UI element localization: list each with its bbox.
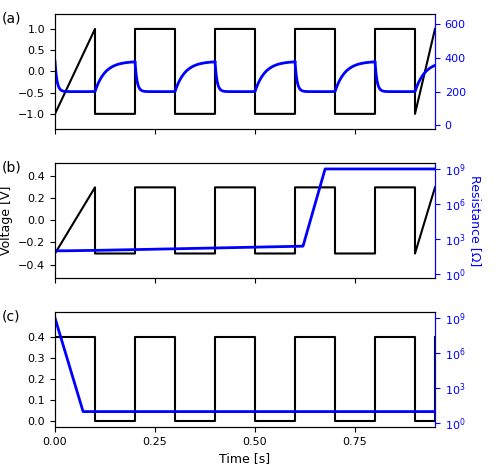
Text: (c): (c)	[2, 310, 21, 324]
Y-axis label: Resistance [Ω]: Resistance [Ω]	[469, 175, 482, 266]
Text: (b): (b)	[2, 161, 21, 175]
Text: (a): (a)	[2, 12, 21, 26]
X-axis label: Time [s]: Time [s]	[220, 452, 270, 465]
Y-axis label: Voltage [V]: Voltage [V]	[0, 186, 12, 255]
